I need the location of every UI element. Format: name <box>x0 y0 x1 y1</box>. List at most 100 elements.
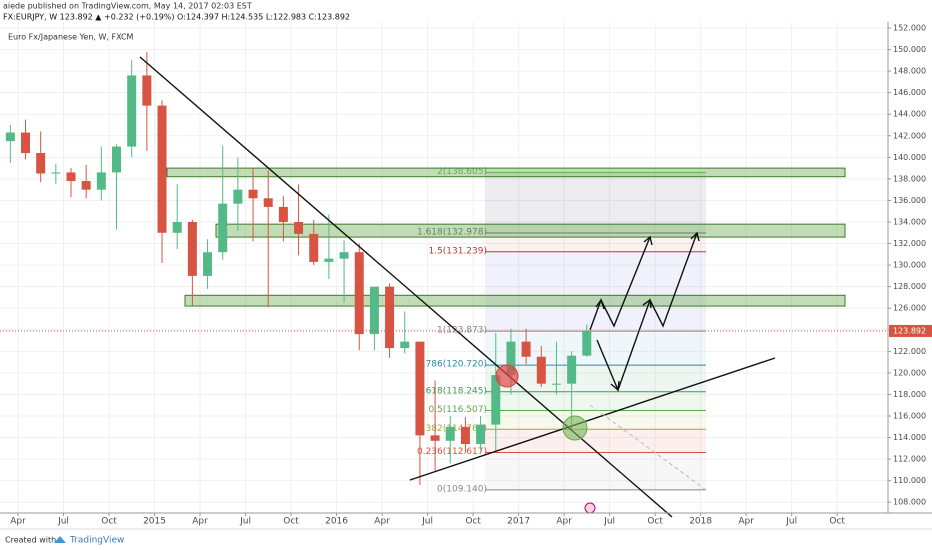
y-tick-label: 122.000 <box>893 347 926 356</box>
highlight-circle <box>495 364 519 388</box>
x-tick-label: 2016 <box>325 517 348 527</box>
y-tick-label: 120.000 <box>893 368 926 377</box>
candle-body <box>415 341 425 436</box>
trend-line <box>139 56 673 518</box>
candle-layer <box>5 51 592 485</box>
y-tick-label: 134.000 <box>893 218 926 227</box>
y-tick-label: 152.000 <box>893 24 926 33</box>
x-tick-label: 2015 <box>143 517 166 527</box>
y-tick-label: 144.000 <box>893 110 926 119</box>
candle-body <box>5 132 15 142</box>
footer-created: Created with <box>5 536 56 545</box>
fib-label: 2(138.605) <box>437 167 487 177</box>
candle-body <box>248 189 258 199</box>
x-tick-label: Jul <box>57 517 69 527</box>
candle-body <box>112 146 122 173</box>
candle-body <box>567 355 577 384</box>
brand-logo <box>54 536 66 543</box>
candle-body <box>96 172 106 190</box>
fib-band <box>485 410 706 430</box>
candle-body <box>51 172 61 174</box>
y-tick-label: 150.000 <box>893 45 926 54</box>
projection-arrow <box>589 236 651 331</box>
fib-label: 1.618(132.978) <box>417 228 487 238</box>
candle-body <box>187 222 197 276</box>
chart-title: Euro Fx/Japanese Yen, W, FXCM <box>8 33 134 42</box>
y-tick-label: 132.000 <box>893 239 926 248</box>
x-tick-label: 2018 <box>689 517 712 527</box>
fib-band <box>485 429 706 453</box>
x-tick-label: Jul <box>421 517 433 527</box>
y-tick-label: 114.000 <box>893 433 926 442</box>
candle-body <box>172 222 182 233</box>
zone-layer <box>166 167 846 307</box>
y-tick-label: 112.000 <box>893 455 926 464</box>
candle-body <box>445 426 455 441</box>
zone <box>215 223 846 238</box>
candle-body <box>369 286 379 335</box>
candle-body <box>400 341 410 349</box>
x-tick-label: Apr <box>738 517 754 527</box>
zone <box>184 294 846 307</box>
candle-body <box>294 222 304 234</box>
x-tick-label: Apr <box>556 517 572 527</box>
y-tick-label: 128.000 <box>893 282 926 291</box>
candle-body <box>36 153 46 174</box>
x-tick-label: Apr <box>192 517 208 527</box>
y-tick-label: 138.000 <box>893 174 926 183</box>
candle-body <box>339 252 349 259</box>
y-tick-label: 130.000 <box>893 261 926 270</box>
y-tick-label: 108.000 <box>893 498 926 507</box>
fib-diagonal <box>589 404 707 491</box>
y-tick-label: 116.000 <box>893 412 926 421</box>
fib-label: 0.786(120.720) <box>417 360 487 370</box>
candle-body <box>233 189 243 204</box>
candle-body <box>536 356 546 384</box>
symbol-line: FX:EURJPY, W 123.892 ▲ +0.232 (+0.19%) O… <box>3 13 350 22</box>
candle-body <box>476 424 486 445</box>
fib-band <box>485 172 706 234</box>
candle-body <box>218 203 228 253</box>
footer-brand: TradingView <box>69 536 124 546</box>
fib-band <box>485 391 706 411</box>
y-tick-label: 110.000 <box>893 476 926 485</box>
fib-label: 1.5(131.239) <box>428 246 487 256</box>
candle-body <box>491 375 501 425</box>
y-tick-label: 146.000 <box>893 88 926 97</box>
candle-body <box>582 330 592 356</box>
grid-layer <box>0 22 888 513</box>
x-tick-label: Oct <box>647 517 663 527</box>
candle-body <box>157 105 167 233</box>
x-tick-label: Oct <box>465 517 481 527</box>
x-tick-label: Jul <box>603 517 615 527</box>
y-tick-label: 118.000 <box>893 390 926 399</box>
drawings <box>139 56 776 518</box>
candle-body <box>66 172 76 182</box>
y-tick-label: 142.000 <box>893 131 926 140</box>
last-price-label: 123.892 <box>893 326 926 335</box>
x-tick-label: Jul <box>239 517 251 527</box>
fib-band <box>485 251 706 332</box>
x-tick-label: Oct <box>283 517 299 527</box>
y-tick-label: 126.000 <box>893 304 926 313</box>
x-tick-label: Oct <box>829 517 845 527</box>
candle-body <box>354 252 364 335</box>
fib-label: 0.236(112.617) <box>417 447 487 457</box>
candle-body <box>81 181 91 190</box>
candle-body <box>506 341 516 376</box>
price-axis <box>888 22 932 513</box>
candle-body <box>278 206 288 223</box>
y-tick-label: 148.000 <box>893 67 926 76</box>
candle-body <box>460 426 470 445</box>
fib-label: 0(109.140) <box>437 484 487 494</box>
y-tick-label: 136.000 <box>893 196 926 205</box>
x-tick-label: Apr <box>10 517 26 527</box>
x-tick-label: Apr <box>374 517 390 527</box>
candle-body <box>127 75 137 147</box>
author-line: aiede published on TradingView.com, May … <box>3 2 252 11</box>
candle-body <box>21 132 30 154</box>
candle-body <box>551 383 561 385</box>
